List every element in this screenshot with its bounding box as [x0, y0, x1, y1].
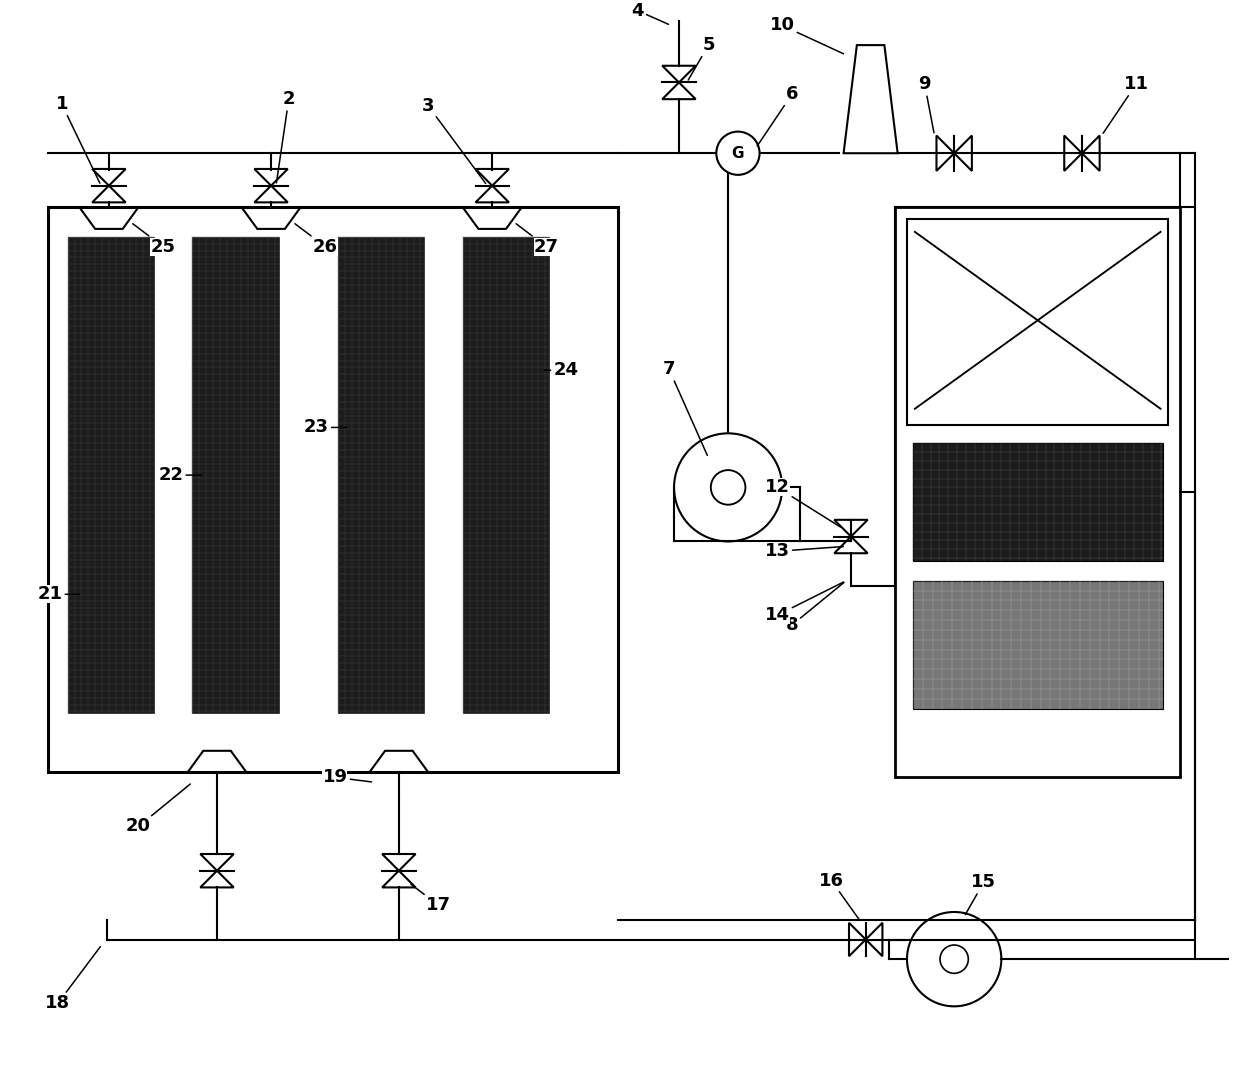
Text: 10: 10: [770, 16, 843, 54]
Text: 17: 17: [410, 884, 450, 914]
Text: 24: 24: [544, 362, 578, 379]
Bar: [895, 207, 1180, 777]
Text: 8: 8: [786, 583, 844, 634]
Text: 9: 9: [919, 75, 934, 133]
Text: 14: 14: [765, 582, 843, 624]
Text: 21: 21: [37, 585, 79, 603]
Text: 7: 7: [663, 361, 707, 455]
Bar: [68, 237, 154, 714]
Text: 19: 19: [322, 768, 372, 787]
Text: 26: 26: [295, 223, 337, 255]
Text: 20: 20: [126, 784, 190, 836]
Text: 11: 11: [1104, 75, 1148, 133]
Bar: [913, 443, 1163, 561]
Text: 1: 1: [56, 95, 100, 183]
Text: 22: 22: [159, 466, 201, 484]
Text: 5: 5: [688, 36, 714, 80]
Text: 13: 13: [765, 542, 843, 560]
Text: 6: 6: [758, 85, 799, 146]
Circle shape: [717, 132, 760, 175]
Text: 15: 15: [966, 873, 996, 914]
Bar: [192, 237, 279, 714]
Text: 4: 4: [631, 2, 668, 25]
Text: 16: 16: [818, 871, 859, 920]
Bar: [906, 219, 1168, 426]
Text: 3: 3: [422, 97, 486, 183]
Text: 23: 23: [304, 418, 347, 437]
Text: 2: 2: [277, 90, 295, 182]
Bar: [339, 237, 424, 714]
Text: 18: 18: [45, 946, 100, 1013]
Text: 25: 25: [133, 223, 176, 255]
Bar: [913, 580, 1163, 708]
Text: 27: 27: [516, 223, 559, 255]
Bar: [463, 237, 549, 714]
Text: 12: 12: [765, 479, 841, 527]
Bar: [48, 207, 618, 773]
Text: G: G: [732, 146, 744, 161]
